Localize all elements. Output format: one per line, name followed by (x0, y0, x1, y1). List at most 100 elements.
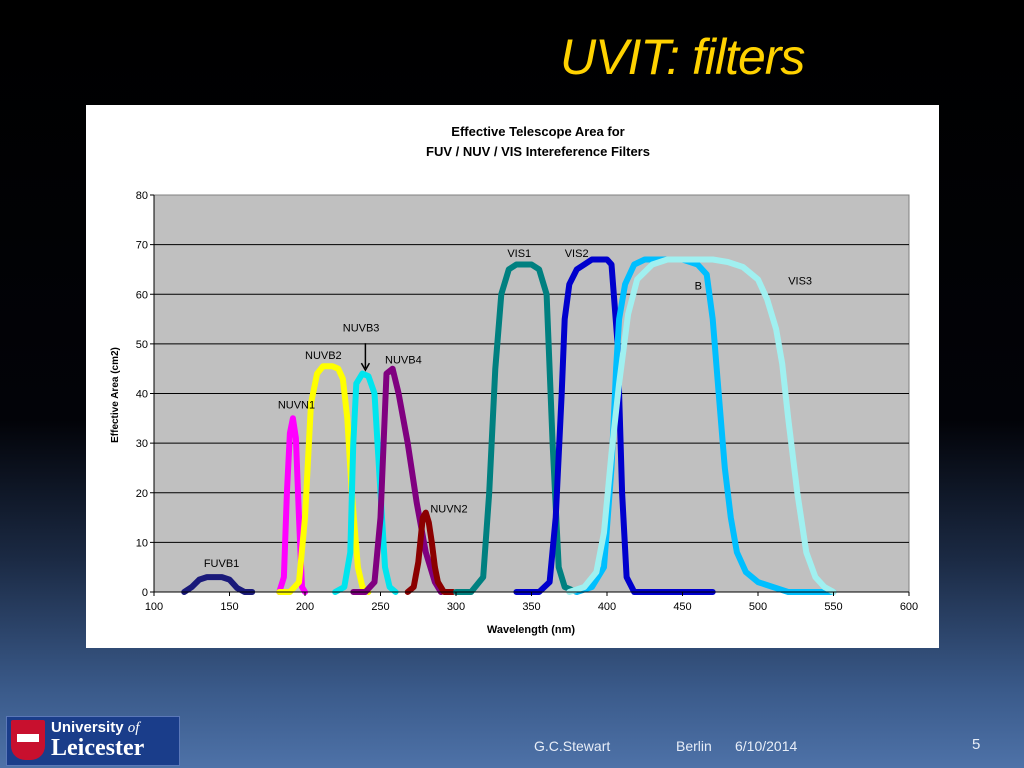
data-point-nuvn1 (293, 436, 298, 441)
series-label-vis1: VIS1 (507, 248, 531, 260)
data-point-vis2 (609, 262, 614, 267)
footer-place: Berlin (676, 738, 712, 754)
y-tick-label: 60 (136, 289, 148, 301)
data-point-b (617, 317, 622, 322)
series-label-fuvb1: FUVB1 (204, 558, 239, 570)
data-point-vis2 (605, 257, 609, 262)
data-point-nuvb4 (396, 391, 401, 396)
data-point-nuvb3 (387, 585, 392, 590)
data-point-nuvb4 (378, 515, 383, 520)
data-point-nuvb3 (366, 374, 371, 379)
data-point-b (710, 317, 715, 322)
data-point-nuvb3 (372, 391, 377, 396)
x-tick-label: 200 (296, 601, 314, 613)
crest-icon (11, 720, 45, 760)
x-axis-label: Wavelength (nm) (487, 624, 576, 636)
logo-line2: Leicester (51, 735, 145, 761)
data-point-nuvn2 (416, 560, 421, 565)
data-point-b (734, 550, 739, 555)
data-point-vis2 (624, 575, 629, 580)
data-point-vis2 (597, 257, 602, 262)
data-point-nuvn2 (432, 565, 437, 570)
x-tick-label: 100 (145, 601, 163, 613)
data-point-vis2 (553, 515, 558, 520)
data-point-fuvb1 (235, 586, 240, 591)
data-point-vis1 (514, 262, 519, 267)
data-point-vis3 (786, 416, 791, 421)
data-point-b (650, 257, 655, 262)
data-point-nuvb2 (360, 585, 365, 590)
data-point-b (642, 257, 647, 262)
data-point-nuvb4 (384, 371, 389, 376)
data-point-nuvb3 (351, 441, 356, 446)
y-tick-label: 80 (136, 190, 148, 202)
data-point-vis3 (680, 257, 685, 262)
series-labels: FUVB1 NUVN1 NUVB2 NUVB3 NUVB4 NUVN2 VIS1 VIS2 B V… (204, 248, 812, 570)
data-point-vis2 (620, 490, 625, 495)
data-point-fuvb1 (227, 577, 232, 582)
annotations (360, 343, 371, 372)
series-line-fuvb1 (181, 574, 256, 595)
data-point-nuvb3 (383, 565, 388, 570)
y-tick-label: 0 (142, 587, 148, 599)
y-tick-label: 10 (136, 537, 148, 549)
data-point-vis1 (550, 441, 555, 446)
data-point-fuvb1 (189, 585, 194, 590)
data-point-nuvb3 (354, 381, 359, 386)
data-point-vis1 (544, 292, 549, 297)
data-point-b (623, 282, 628, 287)
data-point-nuvn1 (287, 431, 292, 436)
chart-title-line1: Effective Telescope Area for (451, 124, 624, 139)
data-point-nuvb3 (348, 550, 353, 555)
chart-panel: 0 10 20 30 40 50 60 70 80 100 150 200 250 300 350 400 45… (86, 105, 939, 648)
data-point-vis3 (665, 257, 670, 262)
data-point-b (614, 366, 619, 371)
data-point-nuvb2 (336, 366, 341, 371)
data-point-vis3 (582, 585, 587, 590)
data-point-fuvb1 (219, 575, 224, 580)
data-point-nuvn1 (281, 575, 286, 580)
data-point-nuvb4 (423, 550, 428, 555)
series-label-nuvn1: NUVN1 (278, 399, 315, 411)
data-point-b (722, 465, 727, 470)
data-point-nuvb3 (342, 585, 347, 590)
data-point-nuvb4 (414, 500, 419, 505)
university-logo: University of Leicester (6, 716, 180, 766)
data-point-nuvb4 (372, 580, 377, 585)
tick-labels: 0 10 20 30 40 50 60 70 80 100 150 200 250 300 350 400 45… (136, 190, 918, 613)
data-point-nuvn2 (411, 585, 416, 590)
data-point-nuvb2 (321, 364, 326, 369)
y-axis-label: Effective Area (cm2) (110, 347, 121, 443)
data-point-nuvb2 (303, 515, 307, 520)
x-tick-label: 250 (371, 601, 389, 613)
x-tick-label: 300 (447, 601, 465, 613)
data-point-vis3 (804, 550, 809, 555)
data-point-nuvb4 (390, 366, 395, 371)
data-point-fuvb1 (197, 577, 202, 582)
data-point-vis3 (813, 575, 818, 580)
data-point-nuvn2 (420, 515, 425, 520)
data-point-vis1 (506, 267, 511, 272)
data-point-vis1 (499, 292, 504, 297)
data-point-nuvn1 (299, 585, 304, 590)
slide-title: UVIT: filters (560, 29, 805, 85)
data-point-vis1 (537, 267, 542, 272)
data-point-vis3 (774, 326, 779, 331)
data-point-vis1 (556, 565, 561, 570)
data-point-b (728, 515, 733, 520)
x-tick-label: 400 (598, 601, 616, 613)
data-point-b (601, 565, 606, 570)
series-line-nuvb3 (332, 370, 399, 595)
data-point-b (704, 272, 709, 277)
data-point-vis3 (780, 361, 785, 366)
data-point-vis3 (609, 451, 614, 456)
series-label-b: B (695, 280, 702, 292)
data-point-vis2 (559, 391, 564, 396)
data-point-fuvb1 (212, 575, 217, 580)
data-point-vis3 (650, 262, 655, 267)
data-point-vis3 (822, 585, 827, 590)
x-tick-label: 600 (900, 601, 918, 613)
gridlines (154, 244, 909, 543)
data-point-nuvb2 (315, 371, 320, 376)
data-point-vis1 (493, 366, 498, 371)
